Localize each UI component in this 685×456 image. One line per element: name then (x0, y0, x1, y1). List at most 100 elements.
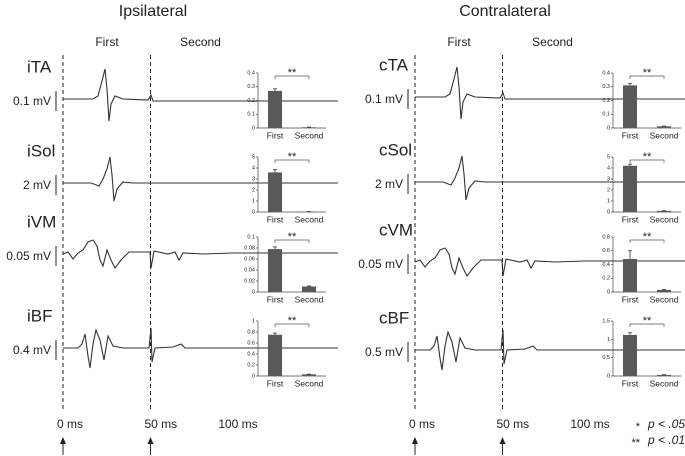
panel-title: Contralateral (459, 3, 551, 20)
bar (268, 334, 282, 376)
significance-bracket (629, 239, 665, 243)
x-tick-label: Second (650, 294, 679, 304)
time-label: 50 ms (497, 417, 530, 431)
y-tick-label: 0 (252, 289, 255, 295)
x-tick-label: Second (650, 214, 679, 224)
x-tick-label: First (622, 378, 639, 388)
scale-label: 0.4 mV (13, 343, 51, 357)
y-tick-label: 4 (607, 165, 610, 171)
sig-stars: ** (631, 437, 640, 449)
bar (302, 286, 316, 292)
y-tick-label: 0.4 (602, 262, 610, 268)
y-tick-label: 0 (252, 373, 255, 379)
x-tick-label: Second (295, 130, 324, 140)
arrow-head (499, 437, 506, 444)
arrow-head (412, 437, 418, 444)
scale-label: 0.05 mV (6, 249, 51, 263)
y-tick-label: 0.1 (602, 112, 610, 118)
sig-stars: * (636, 421, 641, 433)
arrow-head (147, 437, 154, 444)
significance-bracket (274, 323, 310, 327)
y-tick-label: 0 (607, 289, 610, 295)
y-tick-label: 3 (252, 176, 255, 182)
bar (657, 210, 671, 212)
scale-label: 2 mV (375, 177, 403, 191)
x-tick-label: Second (295, 294, 324, 304)
y-tick-label: 1 (252, 198, 255, 204)
y-tick-label: 0 (252, 209, 255, 215)
muscle-label: iVM (27, 212, 56, 231)
muscle-label: iBF (27, 306, 53, 325)
y-tick-label: 0 (252, 125, 255, 131)
bar (623, 259, 637, 292)
y-tick-label: 0.6 (602, 248, 610, 254)
muscle-label: cSol (379, 140, 412, 159)
y-tick-label: 0 (607, 125, 610, 131)
x-tick-label: First (622, 294, 639, 304)
y-tick-label: 0.3 (602, 84, 610, 90)
bar (268, 249, 282, 292)
x-tick-label: First (267, 214, 284, 224)
y-tick-label: 0.3 (247, 84, 255, 90)
y-tick-label: 0 (607, 373, 610, 379)
time-label: 100 ms (570, 417, 609, 431)
significance-stars: ** (288, 67, 297, 79)
x-tick-label: First (267, 378, 284, 388)
y-tick-label: 0.4 (602, 70, 610, 76)
significance-stars: ** (643, 315, 652, 327)
trace (62, 327, 339, 369)
y-tick-label: 0.02 (244, 278, 255, 284)
y-tick-label: 0.2 (247, 98, 255, 104)
time-label: 50 ms (145, 417, 178, 431)
significance-stars: ** (643, 67, 652, 79)
x-tick-label: First (622, 214, 639, 224)
trace (62, 156, 339, 202)
significance-bracket (629, 75, 665, 79)
x-tick-label: Second (295, 378, 324, 388)
y-tick-label: 2 (607, 187, 610, 193)
panel-title: Ipsilateral (119, 3, 187, 20)
y-tick-label: 5 (607, 154, 610, 160)
significance-bracket (629, 159, 665, 163)
bar (302, 127, 316, 128)
y-tick-label: 0.04 (244, 267, 255, 273)
significance-bracket (274, 75, 310, 79)
y-tick-label: 5 (252, 154, 255, 160)
muscle-label: iSol (27, 141, 55, 160)
muscle-label: cVM (379, 220, 413, 239)
y-tick-label: 0.08 (244, 245, 255, 251)
bar (302, 374, 316, 376)
significance-bracket (274, 239, 310, 243)
y-tick-label: 2 (252, 187, 255, 193)
bar (268, 90, 282, 128)
y-tick-label: 1.5 (602, 318, 610, 324)
y-tick-label: 0.5 (602, 355, 610, 361)
time-label: 0 ms (57, 417, 83, 431)
y-tick-label: 0.8 (602, 234, 610, 240)
y-tick-label: 1 (607, 198, 610, 204)
x-tick-label: First (267, 294, 284, 304)
bar (657, 126, 671, 128)
muscle-label: cTA (379, 55, 409, 74)
trace (414, 329, 685, 371)
y-tick-label: 1 (252, 318, 255, 324)
significance-stars: ** (643, 231, 652, 243)
y-tick-label: 4 (252, 165, 255, 171)
phase-label: First (447, 35, 471, 49)
time-label: 100 ms (218, 417, 257, 431)
significance-stars: ** (288, 151, 297, 163)
time-label: 0 ms (409, 417, 435, 431)
phase-label: Second (532, 35, 573, 49)
x-tick-label: First (622, 130, 639, 140)
y-tick-label: 0.2 (602, 98, 610, 104)
x-tick-label: Second (650, 130, 679, 140)
bar (657, 289, 671, 292)
x-tick-label: Second (650, 378, 679, 388)
arrow-head (60, 437, 66, 444)
phase-label: Second (180, 35, 221, 49)
y-tick-label: 1 (607, 337, 610, 343)
scale-label: 0.1 mV (365, 92, 403, 106)
bar (623, 334, 637, 376)
